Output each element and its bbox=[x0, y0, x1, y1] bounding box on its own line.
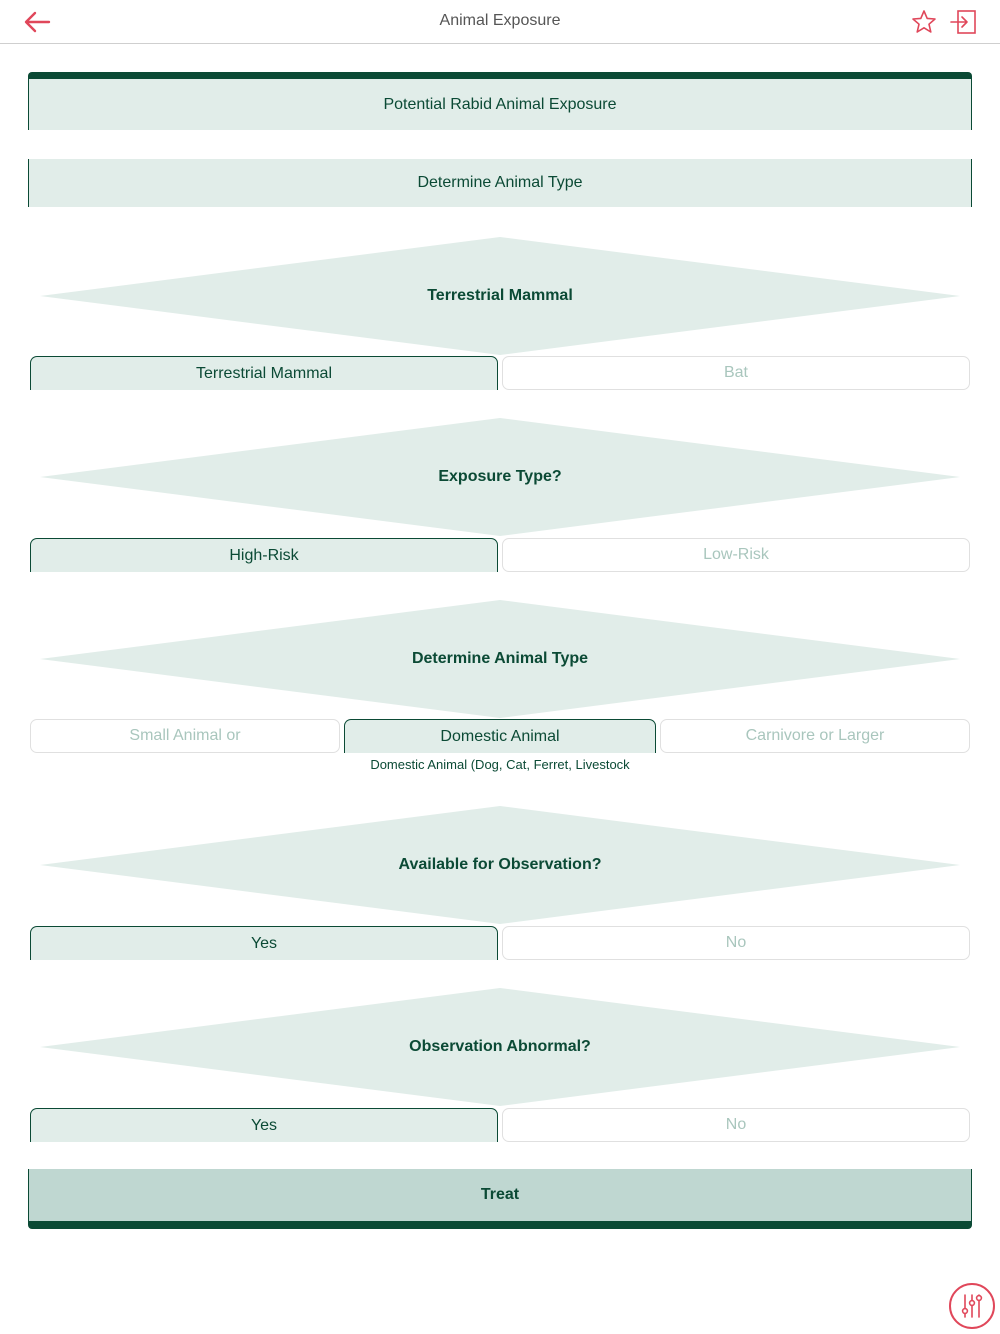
option-label: Terrestrial Mammal bbox=[195, 364, 332, 382]
decision-diamond-2: Exposure Type? bbox=[40, 418, 960, 536]
star-icon bbox=[912, 10, 936, 33]
top-bar: Animal Exposure bbox=[0, 0, 1000, 44]
option-label: Low-Risk bbox=[703, 546, 769, 563]
option-yes-abnormal[interactable]: Yes bbox=[30, 1108, 498, 1142]
exit-button[interactable] bbox=[947, 6, 981, 38]
option-no-observation[interactable]: No bbox=[502, 926, 970, 960]
decision-diamond-3: Determine Animal Type bbox=[40, 600, 960, 718]
exit-icon bbox=[950, 10, 976, 34]
option-label: Bat bbox=[723, 364, 748, 381]
option-low-risk[interactable]: Low-Risk bbox=[502, 538, 970, 572]
decision-diamond-1: Terrestrial Mammal bbox=[40, 237, 960, 355]
option-terrestrial-mammal[interactable]: Terrestrial Mammal bbox=[30, 356, 498, 390]
result-label: Treat bbox=[480, 1186, 520, 1203]
selection-note: Domestic Animal (Dog, Cat, Ferret, Lives… bbox=[370, 757, 630, 772]
favorite-button[interactable] bbox=[907, 6, 941, 38]
option-domestic-animal[interactable]: Domestic Animal bbox=[344, 719, 656, 753]
option-label: No bbox=[725, 1116, 747, 1133]
decision-label-5: Observation Abnormal? bbox=[409, 1038, 591, 1055]
option-small-animal[interactable]: Small Animal or bbox=[30, 719, 340, 753]
option-high-risk[interactable]: High-Risk bbox=[30, 538, 498, 572]
option-label: High-Risk bbox=[229, 546, 299, 564]
decision-diamond-4: Available for Observation? bbox=[40, 806, 960, 924]
option-carnivore-or-larger[interactable]: Carnivore or Larger bbox=[660, 719, 970, 753]
decision-label-3: Determine Animal Type bbox=[411, 650, 589, 667]
adjust-sliders-icon bbox=[961, 1294, 983, 1318]
option-no-abnormal[interactable]: No bbox=[502, 1108, 970, 1142]
option-label: Yes bbox=[250, 1116, 278, 1134]
start-label: Potential Rabid Animal Exposure bbox=[383, 95, 617, 113]
option-bat[interactable]: Bat bbox=[502, 356, 970, 390]
option-label: Carnivore or Larger bbox=[745, 727, 885, 744]
back-arrow-icon bbox=[24, 11, 51, 33]
option-label: Small Animal or bbox=[129, 727, 241, 744]
decision-label-4: Available for Observation? bbox=[398, 856, 602, 873]
decision-label-1: Terrestrial Mammal bbox=[427, 287, 573, 304]
decision-diamond-5: Observation Abnormal? bbox=[40, 988, 960, 1106]
step-label: Determine Animal Type bbox=[417, 174, 583, 191]
adjust-button[interactable] bbox=[949, 1283, 995, 1329]
step-box: Determine Animal Type bbox=[28, 159, 972, 207]
page-title: Animal Exposure bbox=[439, 12, 561, 29]
back-button[interactable] bbox=[20, 6, 54, 38]
result-box: Treat bbox=[28, 1169, 972, 1229]
start-box: Potential Rabid Animal Exposure bbox=[28, 72, 972, 130]
option-label: No bbox=[725, 934, 747, 951]
option-label: Yes bbox=[250, 934, 278, 952]
option-label: Domestic Animal bbox=[440, 727, 560, 745]
decision-label-2: Exposure Type? bbox=[438, 468, 562, 485]
option-yes-observation[interactable]: Yes bbox=[30, 926, 498, 960]
